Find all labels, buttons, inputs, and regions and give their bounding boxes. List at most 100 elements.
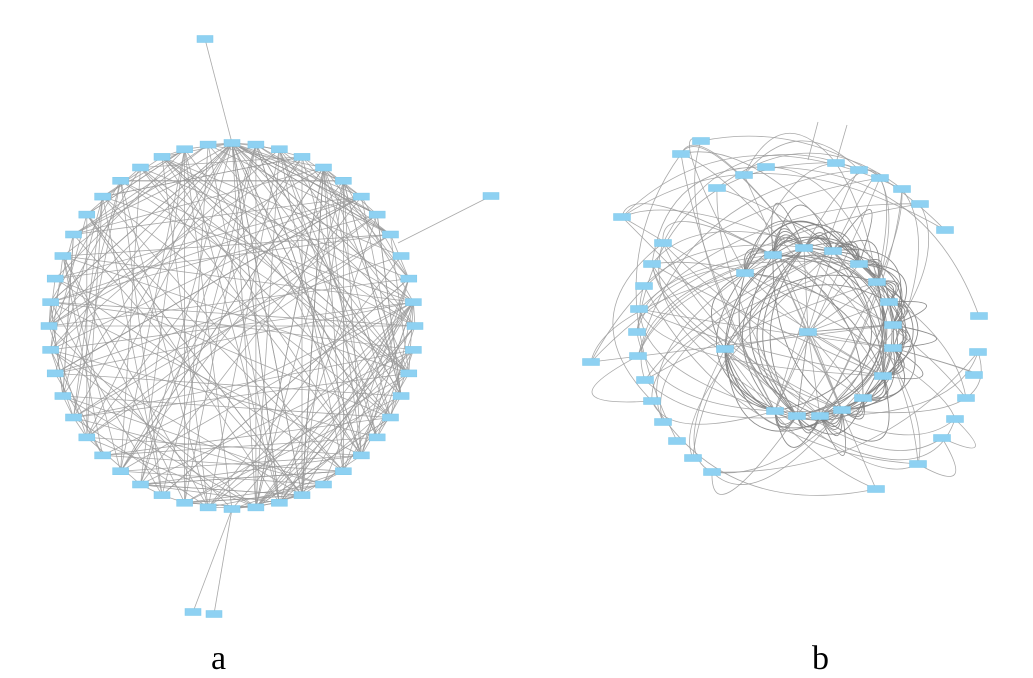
panel-b-node [788,412,806,420]
panel-a-edge [102,148,185,197]
panel-a-edge [231,142,410,374]
panel-b-edge [662,221,774,256]
panel-b-edge [644,250,834,381]
panel-a-edge [86,156,303,438]
panel-a-edge [184,148,391,418]
panel-a-edge [323,167,378,215]
panel-b-edge [651,263,884,377]
panel-a-edge [343,180,362,456]
panel-a-node [46,369,64,378]
panel-a-edge [50,301,416,327]
panel-b-node [630,305,648,313]
panel-a-edge [55,255,402,374]
panel-a-edge [390,349,414,418]
panel-a-edge [279,214,378,503]
panel-a-edge [231,142,362,456]
panel-a-edge [62,144,209,257]
panel-a-edge [161,156,414,303]
panel-a-edge [50,142,233,303]
panel-a-node [392,392,410,400]
panel-a-edge [120,180,410,374]
panel-b-edge [892,324,938,349]
panel-a-node [247,503,265,512]
panel-b-node [868,278,886,286]
panel-a-node [112,467,129,475]
panel-b-edge [590,272,746,363]
panel-a-edge [140,455,362,485]
panel-b-edge [743,140,860,176]
panel-a-node [271,145,288,153]
panel-a-node [271,499,288,507]
panel-a-edge [50,349,303,496]
panel-a-node [405,346,422,354]
panel-b-edge [772,237,878,283]
panel-a-edge [192,508,233,613]
panel-b-node [757,163,775,171]
panel-a-edge [120,156,303,472]
panel-b-edge [882,347,924,380]
panel-b-edge [832,209,873,265]
panel-a-edge [102,196,344,472]
panel-a-edge [120,301,414,472]
panel-b-edge [876,281,919,377]
panel-b-edge [819,203,930,417]
panel-b-edge [637,169,860,357]
panel-a-node [199,140,217,149]
panel-a-edge [62,395,324,485]
panel-a-edge [102,417,391,456]
panel-a-node [315,480,332,489]
panel-a-edge [301,167,324,496]
panel-a-edge [73,144,209,235]
panel-a-node [223,139,241,147]
panel-b-edge [640,254,774,381]
panel-a-edge [161,156,362,456]
panel-a-edge [184,373,409,504]
panel-a-node [247,140,265,149]
panel-b-node [736,269,754,277]
panel-b-edge [724,247,805,350]
panel-a-edge [55,373,402,397]
panel-a-edge [73,144,257,235]
panel-b-edge [680,144,805,249]
panel-b-edge [612,242,664,402]
panel-a-node [335,177,352,185]
panel-a-edge [86,234,391,438]
panel-b-edge [796,415,821,434]
panel-a-node [42,346,59,354]
panel-b-node [909,460,927,468]
panel-b-edge [638,203,921,310]
panel-a-node [153,153,171,161]
panel-b-edge [744,272,809,333]
panel-a-node [405,298,422,306]
panel-a-edge [323,167,362,456]
panel-b-node [735,171,753,179]
panel-b-edge [803,247,967,399]
panel-a-node [78,210,96,219]
panel-b-edge [807,301,890,333]
panel-b-edge [621,209,805,249]
panel-a-edge [120,180,163,496]
panel-a-edge [73,417,324,485]
panel-a-edge [73,142,233,418]
panel-b-node [703,468,721,476]
panel-a-edge [413,302,416,327]
panel-b-edge [772,254,885,377]
panel-b-edge [835,124,848,164]
panel-a-edge [140,167,409,279]
panel-a-edge [279,148,416,327]
panel-b-edge [744,220,834,274]
panel-b-edge [680,153,776,412]
panel-b-edge [637,250,834,357]
panel-b-edge [841,351,982,414]
panel-b-edge [644,281,878,381]
panel-a-edge [86,214,303,496]
panel-b-edge [835,162,884,377]
panel-a-edge [397,195,492,244]
panel-b-node [629,352,647,360]
panel-b-node [811,412,829,420]
panel-a-edge [62,234,391,257]
panel-a-edge [184,494,303,504]
panel-b-edge [858,263,903,326]
panel-a-node [196,35,214,43]
panel-b-edge [724,348,877,490]
